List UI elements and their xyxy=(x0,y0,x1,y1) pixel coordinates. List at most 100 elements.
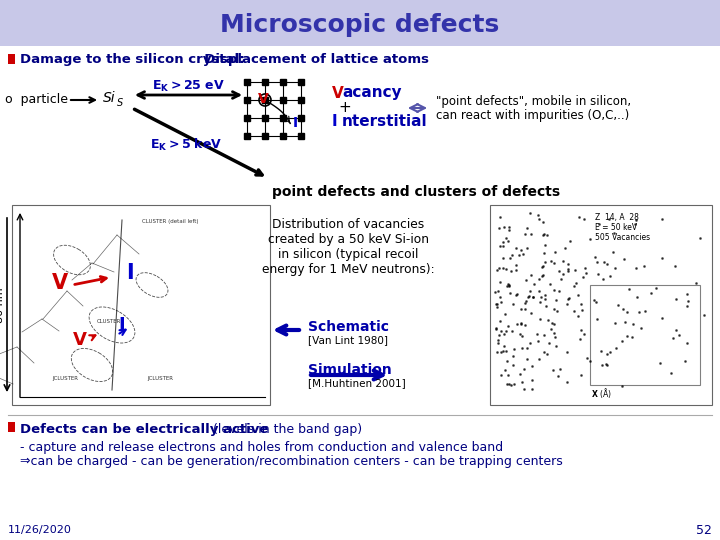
Point xyxy=(494,264,505,272)
Point xyxy=(657,254,668,262)
Point xyxy=(598,275,609,284)
Point xyxy=(626,333,637,341)
FancyBboxPatch shape xyxy=(8,54,15,64)
FancyBboxPatch shape xyxy=(490,205,712,405)
Point xyxy=(591,314,603,323)
Point xyxy=(495,371,507,380)
Point xyxy=(502,371,513,380)
Text: "point defects", mobile in silicon,: "point defects", mobile in silicon, xyxy=(436,94,631,107)
Text: [M.Huhtinen 2001]: [M.Huhtinen 2001] xyxy=(308,378,406,388)
Point xyxy=(569,307,580,315)
Text: Simulation: Simulation xyxy=(308,363,392,377)
Point xyxy=(516,332,528,341)
Point xyxy=(578,329,590,338)
Point xyxy=(494,224,505,232)
Point xyxy=(504,223,516,232)
Point xyxy=(537,261,549,270)
Text: CLUSTER (detail left): CLUSTER (detail left) xyxy=(142,219,199,224)
Point xyxy=(604,348,616,356)
Point xyxy=(534,298,545,306)
Point xyxy=(645,288,657,297)
Point xyxy=(537,230,549,239)
Point xyxy=(596,360,608,369)
Point xyxy=(519,305,531,313)
Text: - capture and release electrons and holes from conduction and valence band: - capture and release electrons and hole… xyxy=(20,441,503,454)
Point xyxy=(520,275,531,284)
Point xyxy=(588,295,600,304)
Text: $\mathbf{E_K}$$\mathbf{> 5\ keV}$: $\mathbf{E_K}$$\mathbf{> 5\ keV}$ xyxy=(150,137,222,153)
Point xyxy=(581,354,593,362)
Point xyxy=(518,364,530,373)
Text: Damage to the silicon crystal:: Damage to the silicon crystal: xyxy=(20,53,245,66)
Point xyxy=(630,216,642,225)
Point xyxy=(634,308,645,316)
Point xyxy=(500,233,512,242)
Point xyxy=(545,325,557,333)
Text: I: I xyxy=(332,114,338,130)
Point xyxy=(498,330,510,339)
Point xyxy=(504,226,516,234)
Point xyxy=(497,241,508,250)
Point xyxy=(527,293,539,301)
Text: nterstitial: nterstitial xyxy=(342,114,428,130)
Point xyxy=(503,282,515,291)
Point xyxy=(491,265,503,274)
Point xyxy=(497,238,508,247)
Point xyxy=(619,318,631,326)
Text: Defects can be electrically active: Defects can be electrically active xyxy=(20,422,269,435)
Point xyxy=(630,219,642,228)
FancyBboxPatch shape xyxy=(8,422,15,432)
Point xyxy=(544,280,556,288)
Point xyxy=(562,348,573,356)
Point xyxy=(577,273,589,281)
Point xyxy=(608,229,620,238)
Point xyxy=(600,359,612,368)
Point xyxy=(667,333,679,342)
Point xyxy=(534,275,545,284)
Point xyxy=(505,381,517,389)
Point xyxy=(490,287,501,296)
Point xyxy=(515,330,526,339)
Point xyxy=(518,384,529,393)
Point xyxy=(511,319,523,328)
Point xyxy=(492,339,504,348)
Point xyxy=(539,295,551,303)
Point xyxy=(616,381,628,390)
Point xyxy=(562,300,573,308)
Point xyxy=(591,257,603,266)
Point xyxy=(510,291,522,299)
Text: Schematic: Schematic xyxy=(308,320,389,334)
Point xyxy=(524,209,536,218)
Point xyxy=(592,269,603,278)
Text: Distribution of vacancies
created by a 50 keV Si-ion
in silicon (typical recoil
: Distribution of vacancies created by a 5… xyxy=(261,218,434,276)
Point xyxy=(673,330,685,339)
Point xyxy=(541,231,552,240)
Point xyxy=(670,326,681,335)
Point xyxy=(598,258,610,266)
Point xyxy=(546,365,558,374)
Point xyxy=(561,377,572,386)
Point xyxy=(498,342,510,350)
Point xyxy=(526,362,538,370)
Point xyxy=(549,248,561,256)
FancyBboxPatch shape xyxy=(12,205,270,405)
Point xyxy=(538,230,549,239)
Point xyxy=(563,294,575,303)
Point xyxy=(490,300,501,308)
Point xyxy=(510,265,522,274)
Point xyxy=(501,356,513,365)
Point xyxy=(694,234,706,242)
Point xyxy=(503,380,515,388)
Point xyxy=(521,296,532,305)
Point xyxy=(624,285,635,294)
Text: Microscopic defects: Microscopic defects xyxy=(220,13,500,37)
Point xyxy=(610,264,621,273)
Point xyxy=(610,319,621,327)
Point xyxy=(575,300,587,308)
Point xyxy=(621,332,633,341)
Text: I: I xyxy=(119,316,125,334)
Point xyxy=(502,237,513,245)
Point xyxy=(536,262,548,271)
Point xyxy=(525,230,536,238)
Point xyxy=(570,266,581,274)
